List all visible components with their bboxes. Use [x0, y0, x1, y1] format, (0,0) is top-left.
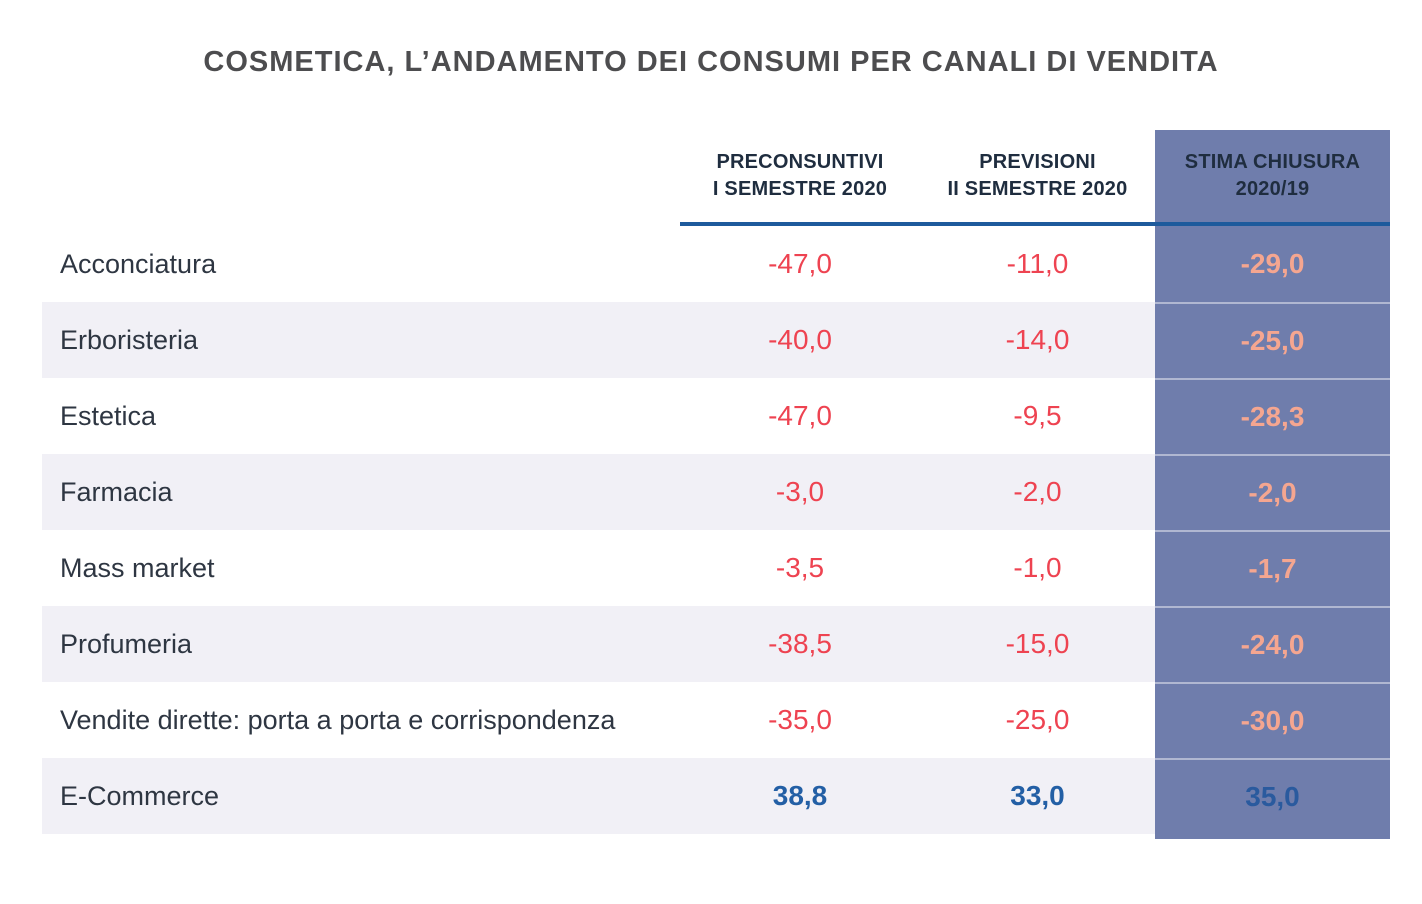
table-row-profumeria: Profumeria -38,5 -15,0 -24,0: [42, 606, 1390, 682]
consumption-table: PRECONSUNTIVI I SEMESTRE 2020 PREVISIONI…: [42, 130, 1390, 839]
value-sem2: -9,5: [1013, 400, 1062, 431]
table-header-row: PRECONSUNTIVI I SEMESTRE 2020 PREVISIONI…: [42, 130, 1390, 222]
table-row-vendite-dirette: Vendite dirette: porta a porta e corrisp…: [42, 682, 1390, 758]
table-row-erboristeria: Erboristeria -40,0 -14,0 -25,0: [42, 302, 1390, 378]
header-previsioni-line2: II SEMESTRE 2020: [947, 178, 1128, 200]
header-stima-chiusura: STIMA CHIUSURA 2020/19: [1155, 130, 1390, 222]
header-preconsuntivi-line1: PRECONSUNTIVI: [716, 151, 884, 173]
row-label: Estetica: [60, 400, 157, 431]
row-label: Acconciatura: [60, 248, 217, 279]
value-sem1: 38,8: [680, 758, 920, 834]
value-stima: -2,0: [1155, 454, 1390, 530]
table-row-estetica: Estetica -47,0 -9,5 -28,3: [42, 378, 1390, 454]
value-sem2: -15,0: [920, 606, 1155, 682]
table-row-ecommerce: E-Commerce 38,8 33,0 35,0: [42, 758, 1390, 834]
value-stima: -29,0: [1240, 248, 1305, 279]
header-underline: [680, 222, 1390, 226]
value-sem2: -25,0: [1005, 704, 1070, 735]
value-sem2: -14,0: [920, 302, 1155, 378]
highlight-column-background: [1155, 130, 1390, 839]
header-stima-line2: 2020/19: [1235, 178, 1310, 200]
value-sem1: -47,0: [768, 248, 832, 279]
header-preconsuntivi-line2: I SEMESTRE 2020: [712, 178, 888, 200]
header-channel-spacer: [42, 130, 680, 222]
value-stima: -30,0: [1155, 682, 1390, 758]
page-title: COSMETICA, L’ANDAMENTO DEI CONSUMI PER C…: [203, 46, 1219, 78]
value-sem2: -1,0: [1013, 552, 1062, 583]
header-preconsuntivi: PRECONSUNTIVI I SEMESTRE 2020: [680, 130, 920, 222]
value-sem1: -40,0: [680, 302, 920, 378]
row-label: Profumeria: [42, 606, 680, 682]
value-stima: -24,0: [1155, 606, 1390, 682]
header-previsioni: PREVISIONI II SEMESTRE 2020: [920, 130, 1155, 222]
value-sem2: -11,0: [1006, 248, 1069, 279]
table-row-farmacia: Farmacia -3,0 -2,0 -2,0: [42, 454, 1390, 530]
value-sem1: -3,5: [775, 552, 825, 583]
header-previsioni-line1: PREVISIONI: [979, 151, 1096, 173]
row-label: Erboristeria: [42, 302, 680, 378]
row-label: Vendite dirette: porta a porta e corrisp…: [60, 704, 616, 735]
table-row-acconciatura: Acconciatura -47,0 -11,0 -29,0: [42, 226, 1390, 302]
value-sem2: -2,0: [920, 454, 1155, 530]
value-sem1: -3,0: [680, 454, 920, 530]
table-rows: Acconciatura -47,0 -11,0 -29,0 Erboriste…: [42, 226, 1390, 834]
value-sem1: -47,0: [768, 400, 832, 431]
row-label: Farmacia: [42, 454, 680, 530]
value-stima: -25,0: [1155, 302, 1390, 378]
value-sem1: -38,5: [680, 606, 920, 682]
table-row-mass-market: Mass market -3,5 -1,0 -1,7: [42, 530, 1390, 606]
value-sem2: 33,0: [920, 758, 1155, 834]
value-sem1: -35,0: [768, 704, 832, 735]
row-label: Mass market: [60, 552, 215, 583]
header-stima-line1: STIMA CHIUSURA: [1184, 151, 1361, 173]
value-stima: -1,7: [1155, 530, 1390, 606]
value-stima: 35,0: [1155, 758, 1390, 834]
value-stima: -28,3: [1155, 378, 1390, 454]
row-label: E-Commerce: [42, 758, 680, 834]
